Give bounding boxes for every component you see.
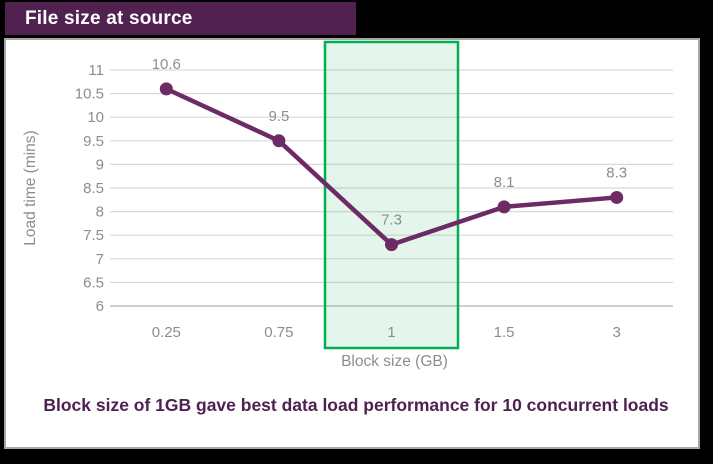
chart-caption: Block size of 1GB gave best data load pe… [43,395,669,415]
header-banner: File size at source [5,2,356,35]
page-title: File size at source [25,7,193,29]
chart-card [4,38,700,449]
